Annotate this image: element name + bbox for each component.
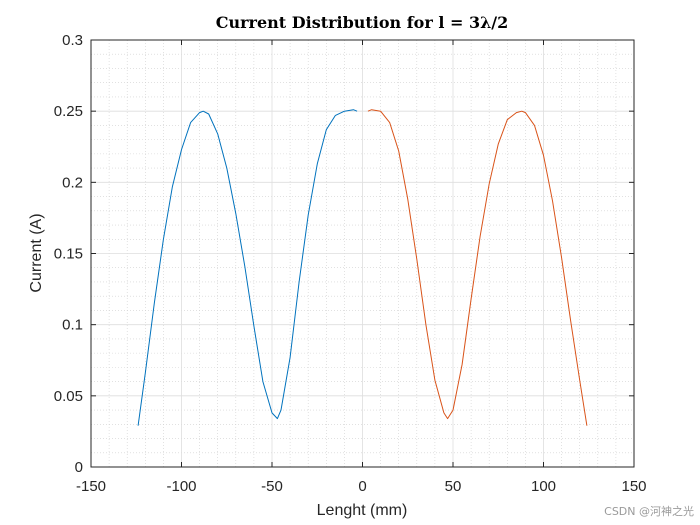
x-tick-label: 150 <box>621 478 646 495</box>
y-tick-label: 0.15 <box>54 246 83 263</box>
y-tick-label: 0 <box>75 459 83 476</box>
y-tick-label: 0.3 <box>62 32 83 49</box>
x-tick-label: 50 <box>445 478 462 495</box>
y-tick-label: 0.1 <box>62 317 83 334</box>
watermark: CSDN @河神之光 <box>604 505 694 518</box>
x-tick-label: -50 <box>261 478 283 495</box>
x-tick-label: -100 <box>166 478 196 495</box>
series-line-1 <box>137 109 358 426</box>
y-tick-labels: 0 0.05 0.1 0.15 0.2 0.25 0.3 <box>54 32 83 476</box>
tick-marks <box>90 39 635 468</box>
y-tick-label: 0.05 <box>54 388 83 405</box>
chart-title: Current Distribution for l = 3λ/2 <box>216 13 509 32</box>
y-tick-label: 0.2 <box>62 174 83 191</box>
series-line-2 <box>367 109 588 426</box>
series-layer <box>137 109 588 426</box>
y-axis-label: Current (A) <box>28 213 45 292</box>
y-tick-label: 0.25 <box>54 103 83 120</box>
x-tick-label: -150 <box>76 478 106 495</box>
x-tick-label: 100 <box>531 478 556 495</box>
x-tick-label: 0 <box>358 478 366 495</box>
x-tick-labels: -150 -100 -50 0 50 100 150 <box>76 478 647 495</box>
x-axis-label: Lenght (mm) <box>317 502 408 519</box>
